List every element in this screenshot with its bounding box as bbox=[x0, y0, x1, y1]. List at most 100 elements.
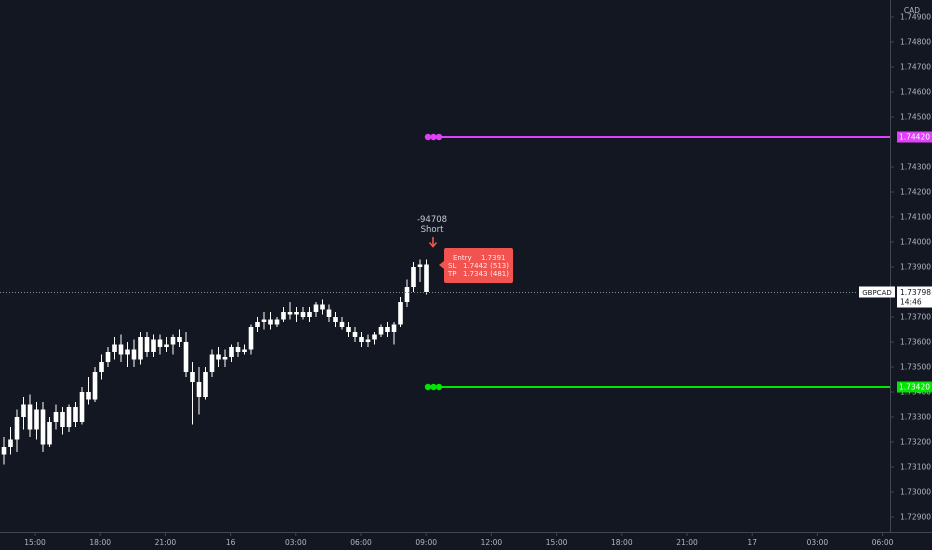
candle-body bbox=[248, 327, 254, 350]
candle bbox=[73, 402, 78, 427]
take-profit-price-text: 1.73420 bbox=[899, 383, 930, 392]
candle bbox=[190, 362, 195, 425]
candle-body bbox=[144, 337, 150, 352]
candle bbox=[378, 324, 384, 337]
bar-countdown-text: 14:46 bbox=[900, 298, 922, 307]
time-tick-label: 21:00 bbox=[676, 538, 698, 547]
candle-body bbox=[118, 344, 124, 355]
candle-body bbox=[157, 339, 163, 347]
price-tick-label: 1.74700 bbox=[900, 63, 931, 72]
candle bbox=[177, 329, 182, 347]
time-tick-label: 12:00 bbox=[481, 538, 503, 547]
candle-body bbox=[53, 412, 59, 422]
position-info-box[interactable]: Entry 1.7391 SL 1.7442 (513) TP 1.7343 (… bbox=[439, 248, 513, 283]
sl-pips: (513) bbox=[490, 262, 509, 270]
stop-loss-handle-dot[interactable] bbox=[435, 133, 443, 141]
short-arrow-icon bbox=[428, 237, 438, 248]
candle bbox=[235, 342, 241, 357]
take-profit-level[interactable] bbox=[424, 383, 890, 391]
candle-body bbox=[190, 372, 195, 382]
candle bbox=[170, 334, 176, 355]
candle-body bbox=[359, 337, 364, 342]
price-axis[interactable]: 1.72900 1.73000 1.73100 1.73200 1.73300 1.734… bbox=[859, 0, 932, 532]
candle-body bbox=[255, 322, 260, 327]
candle-body bbox=[268, 319, 273, 325]
candle-body bbox=[346, 327, 351, 332]
price-tick-label: 1.74000 bbox=[900, 238, 931, 247]
time-tick-label: 17 bbox=[747, 538, 757, 547]
time-tick-label: 18:00 bbox=[89, 538, 111, 547]
candle-body bbox=[404, 287, 410, 302]
candle bbox=[8, 427, 13, 455]
stop-loss-level[interactable] bbox=[424, 133, 890, 141]
candle-body bbox=[203, 372, 208, 397]
candle-body bbox=[209, 354, 215, 372]
candle-body bbox=[138, 337, 143, 360]
candle bbox=[346, 322, 351, 337]
stop-loss-handle-dot[interactable] bbox=[430, 133, 437, 141]
time-tick-label: 06:00 bbox=[350, 538, 372, 547]
tp-pips: (481) bbox=[490, 270, 509, 278]
candle bbox=[131, 339, 137, 367]
take-profit-handle-dot[interactable] bbox=[430, 383, 437, 391]
candle-body bbox=[274, 319, 280, 325]
candle-body bbox=[352, 332, 358, 337]
candle bbox=[209, 349, 215, 377]
candles-group bbox=[1, 259, 429, 465]
candle-body bbox=[333, 317, 338, 322]
candle-body bbox=[170, 337, 176, 345]
candle-body bbox=[183, 342, 189, 372]
time-tick-label: 21:00 bbox=[155, 538, 177, 547]
candle-body bbox=[112, 344, 117, 352]
tp-price: 1.7343 bbox=[463, 270, 488, 278]
candle-body bbox=[27, 404, 33, 430]
candle bbox=[300, 307, 306, 320]
price-tick-label: 1.74100 bbox=[900, 213, 931, 222]
candle bbox=[164, 337, 169, 352]
candle bbox=[281, 307, 286, 322]
candle bbox=[287, 302, 293, 320]
stop-loss-handle-dot[interactable] bbox=[424, 133, 432, 141]
price-tick-label: 1.73900 bbox=[900, 263, 931, 272]
candle bbox=[183, 332, 189, 377]
candle bbox=[261, 312, 267, 330]
candle-body bbox=[300, 312, 306, 317]
take-profit-handle-dot[interactable] bbox=[435, 383, 443, 391]
candle bbox=[339, 317, 345, 330]
position-side-label: Short bbox=[421, 225, 444, 235]
candle bbox=[242, 344, 247, 355]
candle bbox=[92, 367, 98, 402]
candle bbox=[34, 402, 39, 440]
candle bbox=[365, 334, 371, 347]
candle bbox=[112, 337, 117, 360]
candle bbox=[320, 299, 325, 315]
candle bbox=[86, 377, 91, 405]
price-tick-label: 1.74300 bbox=[900, 163, 931, 172]
last-price-text: 1.73798 bbox=[900, 288, 931, 297]
candle bbox=[53, 404, 59, 430]
take-profit-handle-dot[interactable] bbox=[424, 383, 432, 391]
currency-label: CAD bbox=[904, 6, 920, 15]
candle bbox=[424, 259, 429, 295]
candle-body bbox=[222, 357, 228, 360]
candle-body bbox=[99, 362, 104, 372]
candle bbox=[333, 312, 338, 327]
candle bbox=[1, 437, 7, 465]
candle-body bbox=[242, 349, 247, 352]
candle bbox=[385, 322, 390, 337]
time-axis[interactable]: 15:00 18:00 21:00 16 03:00 06:00 09:00 12:00 15:… bbox=[0, 532, 932, 547]
time-tick-label: 15:00 bbox=[24, 538, 46, 547]
take-profit-price-label bbox=[897, 381, 932, 393]
candle-body bbox=[313, 304, 319, 312]
candle bbox=[307, 307, 312, 322]
candle bbox=[398, 297, 403, 327]
candle bbox=[138, 332, 143, 365]
candle bbox=[118, 334, 124, 362]
candle-body bbox=[307, 312, 312, 317]
time-axis-ticks: 15:00 18:00 21:00 16 03:00 06:00 09:00 12:00 15:… bbox=[24, 532, 894, 547]
time-tick-label: 03:00 bbox=[285, 538, 307, 547]
candle bbox=[125, 342, 130, 367]
last-price-label bbox=[897, 286, 932, 308]
candle bbox=[40, 402, 46, 452]
